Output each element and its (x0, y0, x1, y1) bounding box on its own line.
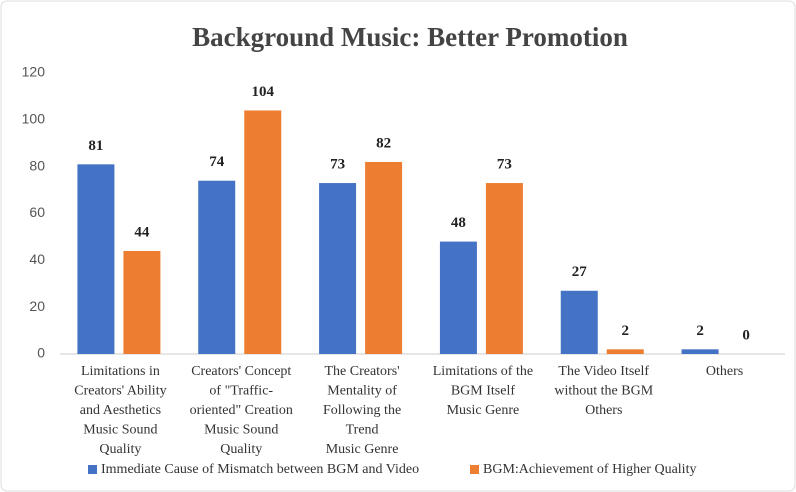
y-tick-label: 80 (29, 157, 45, 173)
x-tick-label: Others (706, 364, 743, 379)
data-label: 0 (742, 327, 750, 343)
bar (77, 164, 115, 354)
y-tick-label: 60 (29, 204, 45, 220)
data-label: 2 (696, 323, 704, 339)
data-label: 73 (330, 156, 345, 172)
x-tick-label: Limitations in Creators' Ability and Aesth… (74, 364, 166, 457)
bar (485, 183, 523, 354)
data-label: 82 (376, 135, 391, 151)
bar (606, 349, 644, 354)
bar (560, 290, 598, 354)
data-label: 44 (134, 224, 150, 240)
bar (123, 250, 161, 354)
bar (244, 110, 282, 354)
legend-label: BGM:Achievement of Higher Quality (483, 462, 696, 477)
y-tick-label: 20 (29, 298, 45, 314)
y-tick-label: 120 (22, 64, 46, 80)
data-label: 74 (209, 154, 225, 170)
x-tick-label: Creators' Concept of "Traffic-oriented" C… (190, 364, 293, 457)
data-label: 48 (451, 215, 466, 231)
legend-swatch (470, 465, 479, 474)
x-tick-label: The Creators' Mentality of Following the Tr… (323, 364, 401, 457)
y-tick-label: 40 (29, 251, 45, 267)
data-label: 81 (88, 138, 103, 154)
legend-swatch (88, 465, 97, 474)
data-label: 27 (572, 264, 588, 280)
bar (198, 180, 236, 354)
chart-title: Background Music: Better Promotion (192, 22, 628, 52)
bar (319, 183, 357, 354)
x-tick-label: The Video Itself without the BGM Others (554, 364, 653, 418)
bar (365, 161, 403, 354)
bar (681, 349, 719, 354)
bar (439, 241, 477, 354)
y-tick-label: 100 (22, 111, 46, 127)
x-tick-label: Limitations of the BGM Itself Music Genre (433, 364, 533, 418)
data-label: 2 (622, 323, 630, 339)
y-tick-label: 0 (37, 345, 45, 361)
legend-label: Immediate Cause of Mismatch between BGM … (101, 462, 419, 477)
data-label: 104 (252, 84, 275, 100)
data-label: 73 (497, 156, 512, 172)
